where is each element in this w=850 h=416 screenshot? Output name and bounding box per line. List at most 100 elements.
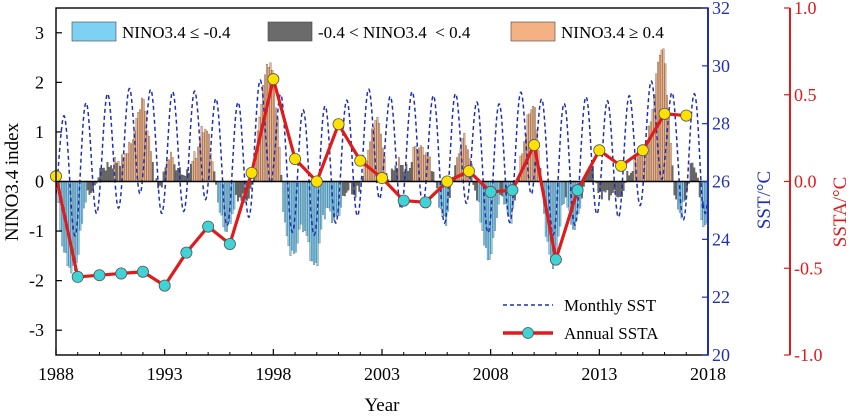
left-tick-label: -2 xyxy=(29,271,44,291)
nino-bar xyxy=(695,172,698,182)
ssta-tick-label: -0.5 xyxy=(794,258,823,278)
nino-bar xyxy=(432,171,435,182)
nino-bar xyxy=(649,121,652,182)
nino-bar xyxy=(689,163,692,182)
x-tick-label: 1993 xyxy=(147,364,183,384)
nino-bar xyxy=(84,181,87,203)
nino-bar xyxy=(86,181,89,191)
ssta-marker xyxy=(636,144,649,157)
nino-bars xyxy=(56,48,708,274)
nino-bar xyxy=(316,181,319,267)
monthly-sst-series xyxy=(56,79,708,237)
nino-bar xyxy=(213,171,216,182)
nino-bar xyxy=(276,117,279,182)
nino-bar xyxy=(566,181,569,208)
ssta-tick-label: -1.0 xyxy=(794,345,823,365)
ssta-marker xyxy=(93,269,106,282)
nino-bar xyxy=(590,169,592,182)
ssta-marker xyxy=(375,172,388,185)
ssta-marker xyxy=(658,107,671,120)
nino-bar xyxy=(262,84,265,182)
nino-bar xyxy=(235,181,237,195)
ssta-marker xyxy=(202,220,215,233)
nino-bar xyxy=(151,161,154,182)
nino-bar xyxy=(104,170,107,182)
nino-bar xyxy=(436,181,439,189)
nino-bar xyxy=(369,141,372,182)
nino-bar xyxy=(419,145,422,182)
ssta-marker xyxy=(593,144,606,157)
x-tick-label: 2008 xyxy=(473,364,509,384)
sst-tick-label: 30 xyxy=(712,56,730,76)
nino-bar xyxy=(184,175,187,182)
nino-bar xyxy=(343,181,346,197)
sst-tick-label: 32 xyxy=(712,0,730,18)
nino-bar xyxy=(169,151,172,182)
nino-bar xyxy=(340,181,343,208)
legend-swatch-el-nino xyxy=(510,21,556,42)
nino-bar xyxy=(345,181,348,193)
nino-bar xyxy=(162,171,165,182)
nino-bar xyxy=(307,181,310,243)
nino-bar xyxy=(117,161,120,182)
ssta-marker xyxy=(441,175,454,188)
ssta-marker xyxy=(223,237,236,250)
nino-bar xyxy=(323,181,326,220)
nino-bar xyxy=(305,181,308,236)
nino-bar xyxy=(601,181,603,200)
ssta-marker xyxy=(462,165,475,178)
nino-bar xyxy=(561,181,563,206)
nino-bar xyxy=(628,175,630,182)
nino-bar xyxy=(610,181,612,196)
ssta-marker xyxy=(549,253,562,266)
nino-bar xyxy=(399,164,402,182)
ssta-y-axis: 1.0 0.5 0.0 -0.5 -1.0 xyxy=(784,0,823,365)
nino-bar xyxy=(608,181,611,201)
ssta-marker xyxy=(506,184,519,197)
nino-bar xyxy=(626,170,629,182)
nino-bar xyxy=(258,116,261,182)
nino-bar xyxy=(501,181,504,197)
legend-label-la-nina: NINO3.4 ≤ -0.4 xyxy=(122,23,231,42)
nino-bar xyxy=(639,154,641,182)
nino-bar xyxy=(168,159,170,182)
nino-bar xyxy=(175,170,178,182)
nino-bar xyxy=(242,181,245,194)
nino-bar xyxy=(81,181,84,224)
nino-bar xyxy=(238,181,241,198)
annual-ssta-series xyxy=(50,73,693,292)
ssta-marker xyxy=(245,166,258,179)
x-tick-label: 1998 xyxy=(255,364,291,384)
nino-bar xyxy=(677,181,679,210)
nino-bar xyxy=(313,181,315,265)
legend-label-el-nino: NINO3.4 ≥ 0.4 xyxy=(561,23,664,42)
nino-bar xyxy=(671,165,674,182)
nino-bar xyxy=(115,162,118,182)
nino-bar xyxy=(130,143,132,182)
sst-y-axis-title: SST/°C xyxy=(754,171,775,229)
nino-bar xyxy=(88,181,91,195)
nino-bar xyxy=(329,181,332,212)
nino-bar xyxy=(191,160,194,182)
nino-bar xyxy=(83,181,85,209)
nino-bar xyxy=(298,181,301,230)
nino-bar xyxy=(150,151,152,182)
legend-swatch-la-nina xyxy=(71,21,117,42)
nino-bar xyxy=(146,130,149,182)
left-tick-label: -1 xyxy=(29,221,44,241)
x-axis-title: Year xyxy=(364,395,400,416)
nino-bar xyxy=(139,109,141,182)
nino-bar xyxy=(108,166,111,182)
nino-bar xyxy=(148,136,151,182)
nino-bar xyxy=(691,162,694,182)
nino-bar xyxy=(438,181,440,208)
nino-bar xyxy=(137,112,140,182)
nino-bar xyxy=(206,130,209,182)
ssta-marker xyxy=(484,185,497,198)
left-tick-label: -3 xyxy=(29,320,44,340)
nino-bar xyxy=(171,157,174,182)
nino-bar xyxy=(479,181,482,223)
sst-tick-label: 28 xyxy=(712,114,730,134)
nino-bar xyxy=(412,147,415,182)
